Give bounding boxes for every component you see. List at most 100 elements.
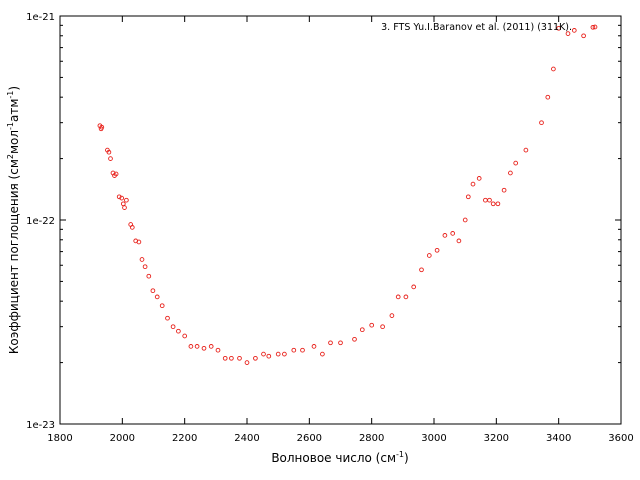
y-axis-title: Коэффициент поглощения (см2мол-1атм-1) — [6, 86, 21, 354]
x-axis-title-end: ) — [404, 451, 409, 465]
data-point — [545, 94, 551, 100]
data-point — [99, 124, 105, 130]
data-points — [97, 24, 596, 365]
y-tick-label: 1e-22 — [26, 216, 55, 227]
data-point — [266, 353, 272, 359]
data-point — [106, 149, 112, 155]
x-axis-title: Волновое число (см-1) — [271, 450, 408, 465]
data-point — [328, 340, 333, 346]
data-point — [119, 195, 125, 201]
data-point — [470, 181, 476, 187]
legend: 3. FTS Yu.I.Baranov et al. (2011) (311K)… — [381, 22, 598, 33]
y-tick-labels: 1e-23 1e-22 1e-21 — [26, 12, 55, 431]
data-point — [508, 170, 513, 176]
data-point — [201, 345, 207, 351]
x-axis-title-sup: -1 — [396, 450, 404, 459]
data-point — [426, 253, 432, 258]
data-point — [159, 303, 165, 309]
data-point — [513, 160, 519, 166]
y-axis-title-sup: -1 — [6, 91, 15, 99]
data-point — [129, 225, 135, 230]
data-point — [176, 328, 181, 334]
data-point — [282, 351, 287, 357]
x-axis-title-main: Волновое число (см — [271, 451, 396, 465]
y-axis-title-part: ) — [7, 86, 21, 91]
data-point — [170, 324, 176, 330]
y-axis-title-part: атм — [7, 99, 21, 122]
data-point — [369, 322, 375, 328]
data-point — [253, 355, 258, 361]
data-point — [208, 344, 214, 349]
x-tick-label: 2000 — [110, 433, 135, 444]
data-point — [352, 336, 357, 342]
data-point — [124, 197, 129, 203]
legend-marker — [592, 24, 598, 30]
axis-ticks — [59, 15, 622, 425]
x-tick-label: 3600 — [608, 433, 633, 444]
data-point — [116, 194, 122, 200]
data-point — [300, 347, 305, 353]
data-point — [320, 351, 325, 357]
data-point — [120, 201, 126, 207]
data-point — [139, 257, 145, 262]
x-tick-label: 1800 — [47, 433, 72, 444]
y-axis-title-sup: -1 — [6, 122, 15, 130]
data-point — [495, 201, 501, 207]
data-point — [136, 239, 142, 245]
data-point — [338, 340, 343, 346]
data-point — [389, 313, 395, 318]
y-tick-label: 1e-23 — [26, 420, 55, 431]
data-point — [122, 205, 127, 210]
x-tick-label: 2400 — [234, 433, 259, 444]
data-point — [551, 66, 556, 72]
data-point — [411, 284, 417, 290]
data-point — [571, 28, 577, 33]
x-tick-label: 2600 — [297, 433, 322, 444]
x-tick-label: 2800 — [359, 433, 384, 444]
data-point — [154, 294, 160, 300]
data-point — [215, 347, 221, 353]
data-point — [237, 355, 242, 361]
data-point — [142, 264, 148, 270]
data-point — [311, 344, 317, 349]
x-tick-labels: 1800 2000 2200 2400 2600 2800 3000 3200 3400 3600 — [47, 433, 633, 444]
data-point — [450, 231, 456, 236]
y-tick-label: 1e-21 — [26, 12, 55, 23]
data-point — [462, 217, 468, 223]
data-point — [523, 147, 529, 153]
data-point — [490, 201, 496, 207]
data-point — [539, 120, 544, 126]
data-point — [165, 315, 170, 321]
x-tick-label: 3200 — [484, 433, 509, 444]
data-point — [403, 294, 409, 300]
y-axis-title-sup: 2 — [6, 154, 15, 159]
data-point — [291, 347, 297, 353]
data-point — [483, 197, 488, 203]
data-point — [487, 197, 492, 203]
data-point — [380, 324, 385, 330]
data-point — [590, 24, 596, 30]
data-point — [442, 233, 448, 238]
data-point — [108, 156, 113, 161]
data-point — [194, 344, 200, 349]
data-point — [150, 288, 156, 294]
data-point — [581, 33, 586, 39]
data-point — [244, 360, 250, 365]
y-axis-title-part: мол — [7, 130, 21, 154]
data-point — [501, 187, 507, 193]
data-point — [182, 333, 188, 339]
x-tick-label: 3000 — [421, 433, 446, 444]
data-point — [261, 351, 266, 357]
data-point — [222, 355, 228, 361]
data-point — [465, 194, 471, 200]
data-point — [456, 238, 462, 244]
data-point — [556, 25, 562, 31]
data-point — [229, 355, 234, 361]
data-point — [395, 294, 401, 300]
data-point — [419, 267, 424, 273]
data-point — [476, 176, 482, 181]
y-axis-title-part: Коэффициент поглощения (см — [7, 159, 21, 354]
data-point — [146, 273, 152, 279]
data-point — [113, 171, 119, 177]
